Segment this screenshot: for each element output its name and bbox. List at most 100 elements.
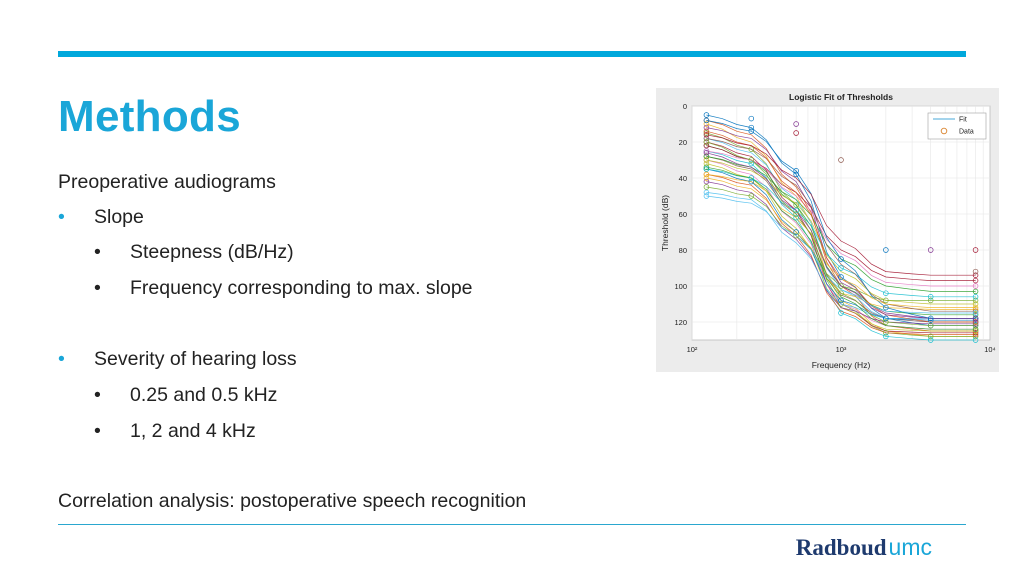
data-point bbox=[972, 288, 979, 295]
data-point bbox=[793, 232, 799, 239]
data-point bbox=[883, 304, 889, 311]
y-tick-label: 100 bbox=[674, 282, 687, 291]
data-point bbox=[972, 301, 979, 307]
sub-bullet-low-freq: • 0.25 and 0.5 kHz bbox=[94, 384, 277, 407]
data-point bbox=[748, 128, 755, 134]
logo-suffix: umc bbox=[888, 534, 932, 560]
y-tick-label: 20 bbox=[679, 138, 687, 147]
data-point bbox=[748, 157, 755, 163]
sub-bullet-high-freq: • 1, 2 and 4 kHz bbox=[94, 420, 256, 443]
data-point bbox=[972, 306, 979, 313]
bullet-dot-icon: • bbox=[94, 420, 101, 442]
data-point bbox=[838, 290, 844, 296]
data-point bbox=[883, 333, 889, 340]
data-point bbox=[703, 139, 710, 145]
logo-main: Radboud bbox=[795, 535, 887, 560]
data-point bbox=[703, 160, 710, 167]
data-point bbox=[703, 121, 710, 127]
fit-curve bbox=[706, 134, 976, 276]
data-point bbox=[972, 326, 979, 332]
data-point bbox=[972, 308, 979, 314]
bullet-dot-icon: • bbox=[94, 384, 101, 406]
data-point bbox=[703, 153, 710, 160]
fit-curve bbox=[706, 166, 976, 330]
sub-bullet-steepness: • Steepness (dB/Hz) bbox=[94, 241, 294, 264]
data-point bbox=[748, 175, 755, 181]
data-point bbox=[838, 157, 844, 163]
slide-title: Methods bbox=[58, 92, 241, 141]
bullet-label: Severity of hearing loss bbox=[94, 348, 297, 370]
data-point bbox=[883, 330, 889, 336]
data-point bbox=[838, 274, 844, 280]
data-point bbox=[793, 168, 799, 174]
data-point bbox=[927, 294, 934, 300]
data-point bbox=[748, 178, 755, 185]
data-point bbox=[793, 130, 799, 136]
data-point bbox=[703, 189, 710, 196]
data-point bbox=[703, 128, 710, 134]
intro-text: Preoperative audiograms bbox=[58, 171, 276, 193]
data-point bbox=[703, 117, 710, 124]
fit-curve bbox=[706, 156, 976, 323]
y-tick-label: 80 bbox=[679, 246, 687, 255]
bullet-slope: • Slope bbox=[58, 206, 144, 229]
data-point bbox=[748, 160, 755, 167]
legend-box bbox=[927, 112, 987, 140]
data-point bbox=[703, 157, 710, 163]
fit-curve bbox=[706, 114, 976, 326]
fit-curve bbox=[706, 120, 976, 319]
fit-curve bbox=[706, 150, 976, 341]
bullet-dot-icon: • bbox=[94, 241, 101, 263]
data-point bbox=[972, 283, 979, 289]
legend-data-circle-icon bbox=[940, 127, 948, 135]
fit-curve bbox=[706, 132, 976, 337]
y-tick-label: 0 bbox=[683, 102, 687, 111]
data-point bbox=[883, 315, 889, 322]
data-point bbox=[972, 319, 979, 325]
data-point bbox=[748, 124, 755, 131]
fit-curve bbox=[706, 120, 976, 332]
y-axis-label: Threshold (dB) bbox=[660, 195, 670, 251]
fit-curve bbox=[706, 141, 976, 326]
data-point bbox=[793, 121, 799, 127]
data-point bbox=[748, 115, 755, 122]
sub-bullet-label: Steepness (dB/Hz) bbox=[130, 241, 294, 263]
data-point bbox=[972, 322, 979, 329]
data-point bbox=[703, 178, 710, 185]
data-point bbox=[883, 319, 889, 325]
data-point bbox=[927, 247, 934, 253]
data-point bbox=[793, 214, 799, 221]
data-point bbox=[793, 202, 799, 208]
data-point bbox=[793, 171, 799, 178]
fit-curve bbox=[706, 152, 976, 319]
data-point bbox=[703, 150, 710, 156]
fit-curve bbox=[706, 195, 976, 314]
data-point bbox=[838, 265, 844, 271]
x-tick-label: 10³ bbox=[836, 345, 847, 354]
data-point bbox=[703, 175, 710, 181]
data-point bbox=[972, 310, 979, 316]
data-point bbox=[972, 312, 979, 318]
top-accent-rule bbox=[58, 51, 966, 57]
data-point bbox=[927, 297, 934, 304]
data-point bbox=[972, 337, 979, 343]
y-tick-label: 120 bbox=[674, 318, 687, 327]
sub-bullet-label: 1, 2 and 4 kHz bbox=[130, 420, 256, 442]
data-point bbox=[927, 315, 934, 322]
data-point bbox=[703, 124, 710, 131]
data-point bbox=[703, 148, 710, 154]
data-point bbox=[703, 132, 710, 138]
fit-curve bbox=[706, 138, 976, 312]
data-point bbox=[972, 317, 979, 323]
data-point bbox=[972, 331, 979, 338]
fit-curves bbox=[706, 114, 976, 341]
y-tick-label: 40 bbox=[679, 174, 687, 183]
data-point bbox=[838, 297, 844, 304]
data-point bbox=[703, 164, 710, 170]
data-point bbox=[703, 130, 710, 136]
data-point bbox=[703, 135, 710, 142]
fit-curve bbox=[706, 174, 976, 308]
axis-ticks: 0 20 40 60 80 100 120 10² 10³ 10⁴ bbox=[674, 102, 995, 354]
data-point bbox=[972, 247, 979, 253]
threshold-chart: 0 20 40 60 80 100 120 10² 10³ 10⁴ Logistic Fit of… bbox=[660, 92, 996, 370]
